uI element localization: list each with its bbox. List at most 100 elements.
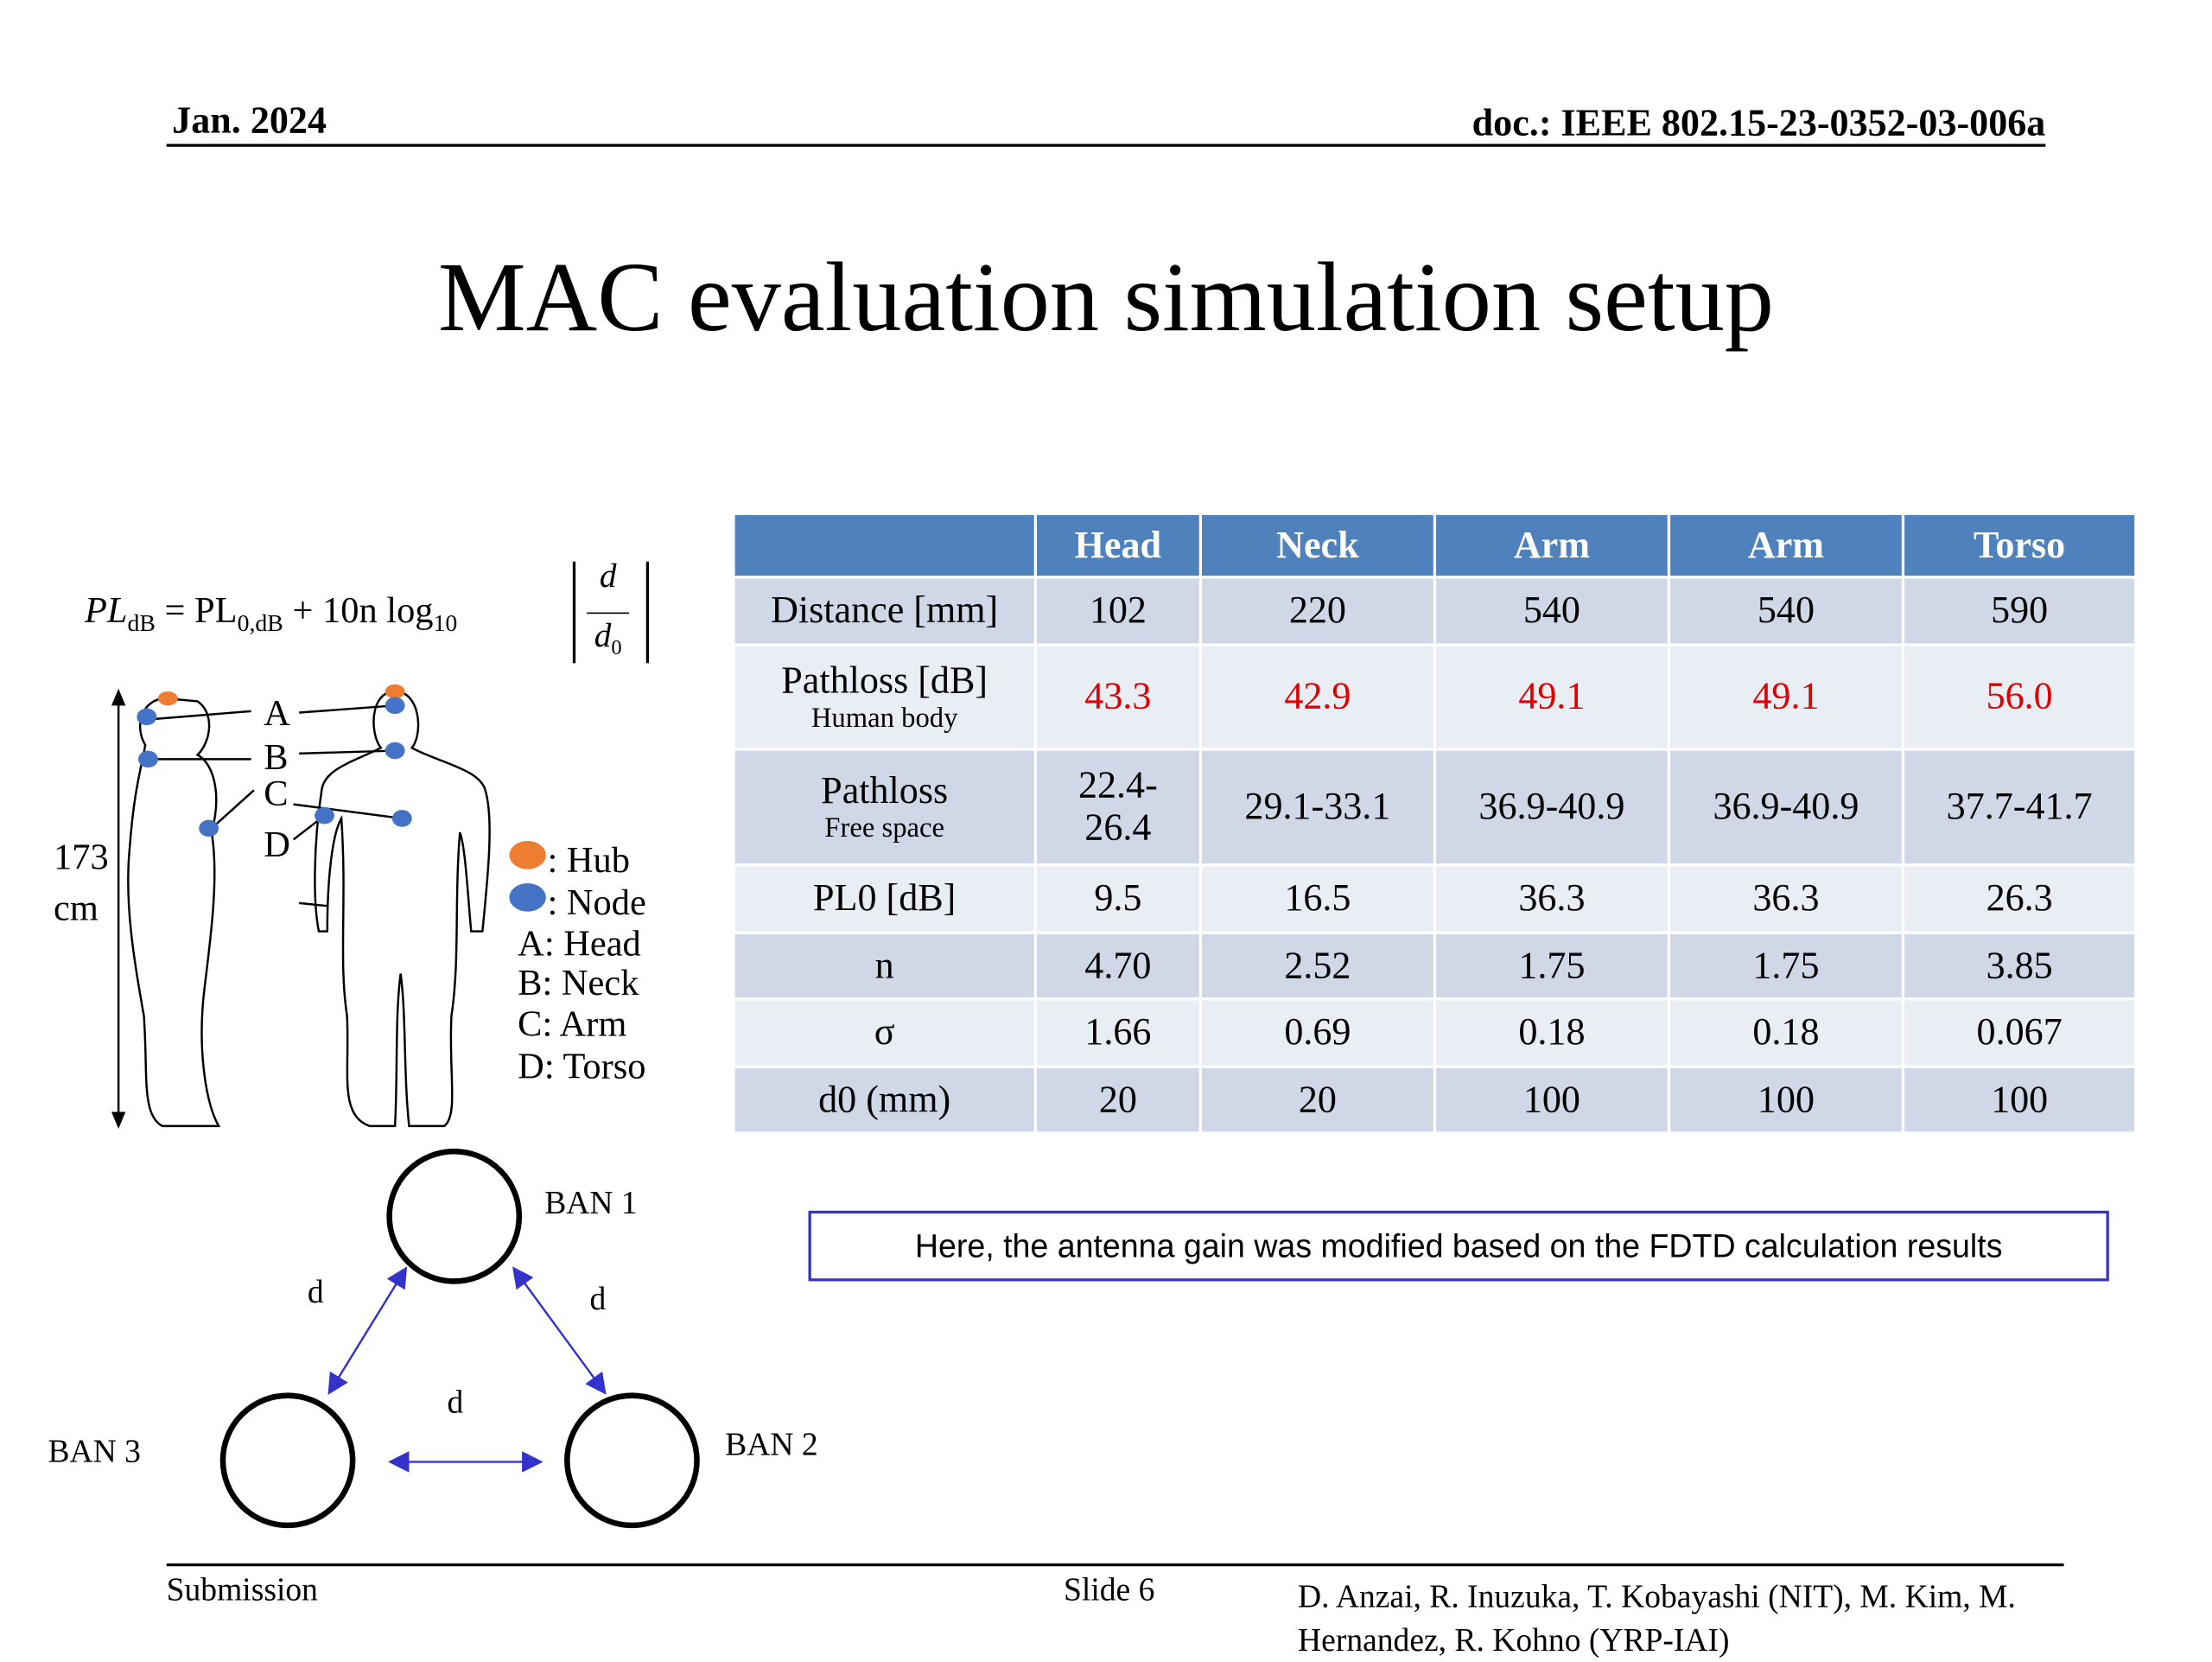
table-row: Distance [mm] 102 220 540 540 590 [732,576,2138,646]
table-cell: 3.85 [1901,931,2138,1001]
table-cell: 100 [1433,1065,1671,1135]
table-cell: 590 [1901,576,2138,646]
table-cell: 36.9-40.9 [1433,748,1671,867]
distance-label: d [308,1275,324,1310]
table-cell: 0.69 [1198,997,1437,1068]
table-row: d0 (mm) 20 20 100 100 100 [732,1065,2138,1135]
table-cell: 220 [1198,576,1437,646]
formula-part: + 10n log [292,589,434,631]
date: Jan. 2024 [172,99,327,142]
formula-sub: 10 [433,609,458,637]
slide-title: MAC evaluation simulation setup [438,244,1774,353]
table-cell: 0.18 [1667,997,1905,1068]
row-sublabel: Human body [810,702,958,734]
table-row: PL0 [dB] 9.5 16.5 36.3 36.3 26.3 [732,863,2138,934]
legend-item: : Hub [547,840,629,881]
legend-item: : Node [547,882,645,923]
header-row: Head Neck Arm Arm Torso [732,512,2138,579]
table-cell: 26.3 [1901,863,2138,934]
header-cell: Arm [1667,512,1905,579]
body-outlines [117,690,491,1128]
header-cell: Neck [1198,512,1437,579]
footer-rule [166,1563,2064,1567]
header-cell: Arm [1433,512,1671,579]
table-cell: 1.75 [1667,931,1905,1001]
table-cell: 2.52 [1198,931,1437,1001]
arrow-head [111,1111,126,1130]
distance-label: d [589,1282,606,1317]
row-label: Pathloss Free space [732,748,1037,867]
formula-den: d [594,618,612,655]
table-row: Pathloss [dB] Human body 43.3 42.9 49.1 49.1 5… [732,643,2138,751]
table-cell: 49.1 [1667,643,1905,751]
formula-part: = PL [164,589,238,631]
ban-label: BAN 3 [48,1434,141,1469]
row-sublabel: Free space [824,812,945,844]
arrow-head [111,688,126,706]
table-cell: 0.18 [1433,997,1671,1068]
formula-bracket [572,561,650,664]
footer-center: Slide 6 [1064,1571,1155,1608]
formula-part: = PL [165,589,238,630]
row-label: d0 (mm) [732,1065,1037,1135]
doc-id: doc.: IEEE 802.15-23-0352-03-006a [1471,101,2046,144]
header-rule [166,143,2046,147]
leader-lines [146,704,403,841]
table-cell: 100 [1901,1065,2138,1135]
formula-sub: 0,dB [237,609,283,637]
formula-sub: 0 [611,637,622,660]
table-row: Pathloss Free space 22.4-26.4 29.1-33.1 36.9… [732,748,2138,867]
point-label: B [264,737,288,778]
row-label: σ [732,997,1037,1068]
row-label-text: Pathloss [821,769,949,812]
point-label: D [264,825,290,865]
table-cell: 20 [1198,1065,1437,1135]
table-cell: 9.5 [1033,863,1203,934]
ban-circles [219,1148,700,1529]
pathloss-table: Head Neck Arm Arm Torso Distance [mm] 102 220 5… [732,512,2138,1135]
table-row: σ 1.66 0.69 0.18 0.18 0.067 [732,997,2138,1068]
table-cell: 16.5 [1198,863,1437,934]
row-label-text: Pathloss [dB] [781,659,988,702]
table-cell: 49.1 [1433,643,1671,751]
table-cell: 4.70 [1033,931,1203,1001]
formula-num: d [599,558,617,595]
point-label: C [264,774,288,814]
footer-authors: D. Anzai, R. Inuzuka, T. Kobayashi (NIT)… [1298,1578,2016,1659]
table-cell: 43.3 [1033,643,1203,751]
table-cell: 42.9 [1198,643,1437,751]
table-cell: 540 [1667,576,1905,646]
row-label: Distance [mm] [732,576,1037,646]
row-label-text: d0 (mm) [818,1077,951,1120]
row-label-text: Distance [mm] [771,589,999,632]
table-cell: 29.1-33.1 [1198,748,1437,867]
table-cell: 37.7-41.7 [1901,748,2138,867]
point-label: A [264,693,290,734]
table-row: n 4.70 2.52 1.75 1.75 3.85 [732,931,2138,1001]
table-cell: 1.66 [1033,997,1203,1068]
formula-part: PL [84,589,128,631]
row-label-text: n [874,943,894,986]
distance-label: d [448,1385,464,1420]
formula-den: d0 [584,618,632,661]
table-cell: 20 [1033,1065,1203,1135]
ban-label: BAN 2 [725,1427,817,1462]
formula-sub: dB [127,609,156,637]
legend-item: A: Head [518,923,641,964]
height-label: 173 [54,837,109,878]
sensor-dots [137,684,546,912]
footer-left: Submission [166,1571,318,1608]
table-cell: 1.75 [1433,931,1671,1001]
body-labels: A B C D 173 cm : Hub : Node A: Head B: N… [54,693,646,1086]
table-cell: 0.067 [1901,997,2138,1068]
ban-label: BAN 1 [544,1186,637,1221]
header-cell: Head [1033,512,1203,579]
legend-item: D: Torso [518,1046,645,1086]
ban-labels: BAN 1 BAN 2 BAN 3 d d d [48,1186,818,1469]
row-label: PL0 [dB] [732,863,1037,934]
height-unit: cm [54,888,99,928]
header-cell: Torso [1901,512,2138,579]
